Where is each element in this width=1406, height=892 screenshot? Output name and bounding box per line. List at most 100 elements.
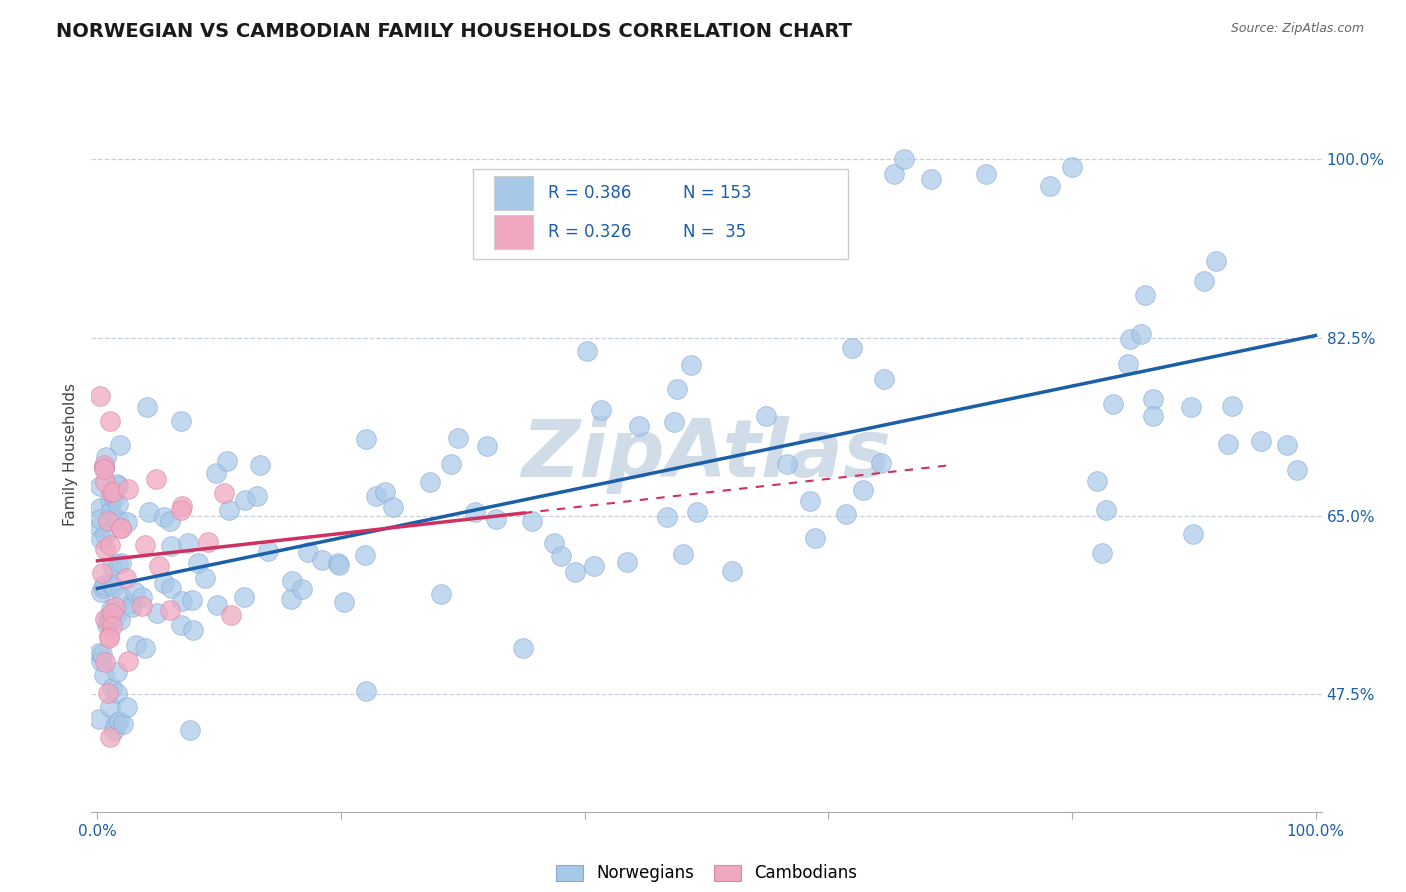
Point [194, 571, 217, 585]
Point [93, 459, 115, 474]
Point [131, 599, 153, 613]
Point [1275, 437, 1298, 451]
Point [564, 565, 586, 579]
Point [1250, 434, 1272, 448]
Point [215, 453, 238, 467]
Point [153, 575, 176, 590]
Point [97, 614, 120, 628]
Point [1142, 409, 1164, 423]
Point [159, 603, 181, 617]
Point [1222, 399, 1244, 413]
Point [920, 171, 942, 186]
Point [1116, 357, 1139, 371]
Point [100, 576, 122, 591]
Point [93, 656, 115, 670]
Point [852, 483, 875, 497]
Point [100, 485, 122, 500]
Point [1182, 527, 1205, 541]
Point [512, 640, 534, 655]
Point [177, 536, 200, 550]
Point [354, 683, 377, 698]
Point [100, 601, 122, 615]
Point [776, 457, 799, 471]
Point [94, 541, 117, 556]
Point [440, 457, 463, 471]
Point [103, 491, 125, 505]
Point [131, 590, 153, 604]
Point [110, 521, 132, 535]
Point [101, 681, 124, 695]
Point [121, 600, 143, 615]
Point [87, 712, 110, 726]
Point [520, 515, 543, 529]
Point [280, 592, 302, 607]
Point [841, 342, 863, 356]
Point [799, 494, 821, 508]
Text: Source: ZipAtlas.com: Source: ZipAtlas.com [1230, 22, 1364, 36]
Point [1091, 546, 1114, 560]
Point [98, 538, 121, 552]
Point [117, 482, 139, 496]
Point [96, 618, 118, 632]
Point [246, 489, 269, 503]
Point [148, 559, 170, 574]
Point [179, 723, 201, 738]
Point [291, 582, 314, 596]
Point [589, 403, 612, 417]
Point [364, 490, 387, 504]
Text: N = 153: N = 153 [683, 184, 752, 202]
Point [1135, 288, 1157, 302]
Point [100, 612, 122, 626]
Point [94, 612, 117, 626]
Point [101, 484, 124, 499]
Point [91, 648, 114, 662]
Text: ZipAtlas: ZipAtlas [522, 416, 891, 494]
Point [94, 450, 117, 464]
Point [485, 511, 508, 525]
Text: R = 0.326: R = 0.326 [548, 223, 631, 241]
Point [181, 592, 204, 607]
Point [93, 668, 115, 682]
Point [382, 500, 405, 514]
Point [205, 466, 228, 480]
Point [354, 433, 377, 447]
Point [172, 500, 194, 514]
Point [124, 584, 146, 599]
Point [105, 608, 128, 623]
Point [93, 458, 115, 472]
Point [1180, 401, 1202, 415]
Point [97, 631, 120, 645]
Point [419, 475, 441, 489]
Point [124, 638, 146, 652]
Point [159, 514, 181, 528]
Point [550, 549, 572, 563]
Point [281, 574, 304, 589]
Point [834, 507, 856, 521]
Point [326, 557, 349, 571]
Point [662, 415, 685, 429]
Point [160, 539, 183, 553]
Point [153, 509, 176, 524]
Point [333, 595, 356, 609]
Point [187, 556, 209, 570]
Point [1039, 178, 1062, 193]
Text: R = 0.386: R = 0.386 [548, 184, 631, 202]
Point [111, 591, 134, 606]
FancyBboxPatch shape [472, 169, 848, 259]
Point [249, 458, 271, 472]
Point [1285, 462, 1308, 476]
Point [135, 401, 157, 415]
Point [97, 686, 120, 700]
Point [91, 566, 114, 581]
Point [97, 629, 120, 643]
Point [1130, 327, 1153, 342]
Point [100, 504, 122, 518]
Point [115, 700, 138, 714]
Point [89, 389, 111, 403]
Point [108, 613, 131, 627]
Point [686, 505, 709, 519]
Point [1119, 332, 1142, 346]
Point [679, 358, 702, 372]
Point [110, 521, 132, 535]
Point [105, 477, 128, 491]
